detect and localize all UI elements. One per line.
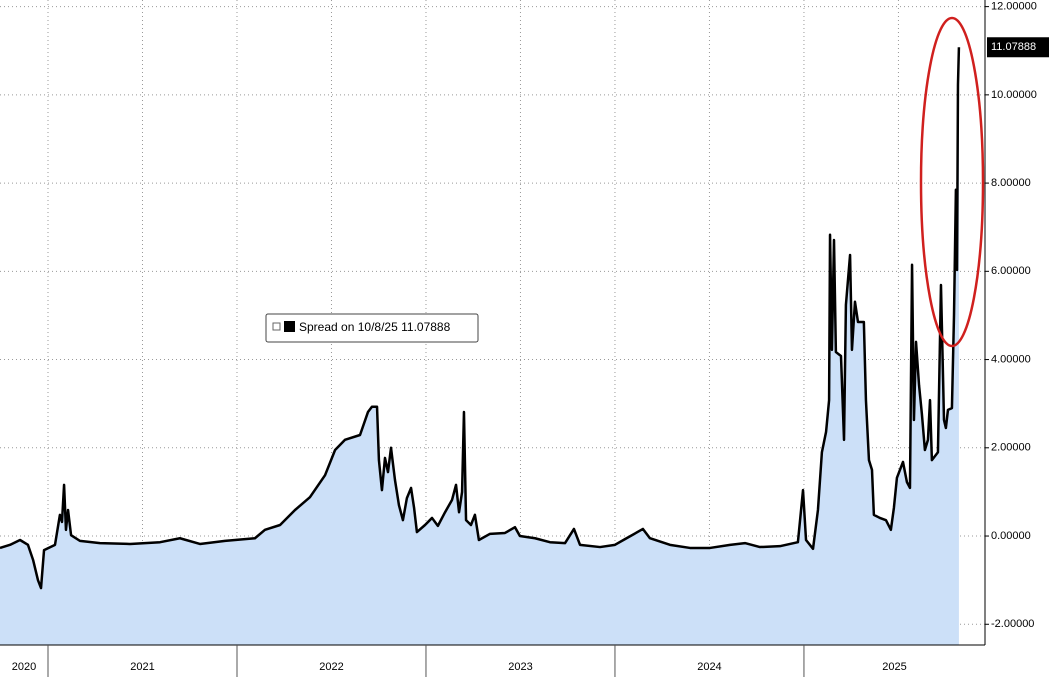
y-tick-label: -2.00000 bbox=[991, 618, 1034, 630]
legend-box bbox=[265, 313, 479, 343]
y-tick-label: 12.00000 bbox=[991, 1, 1037, 13]
highlight-ellipse bbox=[919, 16, 985, 348]
legend-label: Spread on 10/8/25 11.07888 bbox=[299, 320, 451, 334]
x-tick-label: 2025 bbox=[882, 661, 906, 673]
last-value-tag: 11.07888 bbox=[987, 37, 1049, 58]
x-tick-label: 2023 bbox=[508, 661, 532, 673]
y-tick-label: 0.00000 bbox=[991, 530, 1031, 542]
legend: Spread on 10/8/25 11.07888 bbox=[265, 313, 479, 343]
y-tick-label: 8.00000 bbox=[991, 177, 1031, 189]
x-tick-label: 2024 bbox=[697, 661, 721, 673]
x-tick-label: 2021 bbox=[130, 661, 154, 673]
y-tick-label: 6.00000 bbox=[991, 265, 1031, 277]
y-tick-label: 2.00000 bbox=[991, 442, 1031, 454]
plot bbox=[0, 47, 961, 645]
area bbox=[0, 47, 959, 645]
legend-series-name: Spread bbox=[299, 320, 338, 334]
legend-toggle bbox=[272, 322, 281, 331]
x-tick-label: 2022 bbox=[319, 661, 343, 673]
y-tick-label: 4.00000 bbox=[991, 353, 1031, 365]
legend-swatch bbox=[284, 321, 295, 332]
x-tick-label: 2020 bbox=[12, 661, 36, 673]
last-value-box bbox=[987, 37, 1049, 58]
legend-date: on 10/8/25 bbox=[341, 320, 398, 334]
legend-value: 11.07888 bbox=[401, 320, 450, 334]
line bbox=[0, 47, 961, 590]
last-value-label: 11.07888 bbox=[991, 41, 1036, 53]
y-tick-label: 10.00000 bbox=[991, 89, 1037, 101]
